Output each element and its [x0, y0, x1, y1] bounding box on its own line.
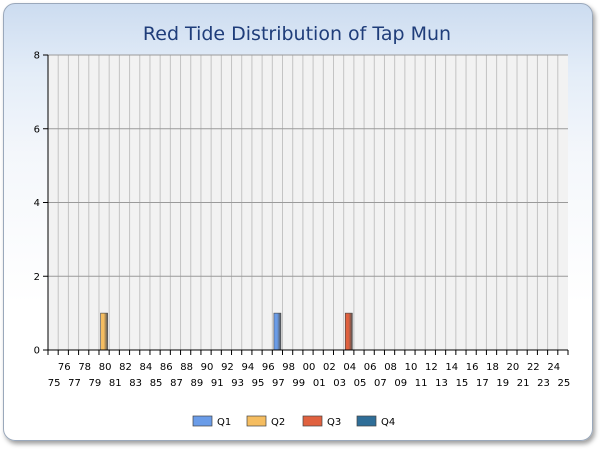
x-tick-label: 06: [364, 362, 377, 373]
x-tick-label: 19: [496, 378, 509, 389]
x-tick-label: 18: [486, 362, 499, 373]
x-tick-label: 24: [547, 362, 560, 373]
legend-item-q4: Q4: [356, 415, 395, 428]
legend-label: Q1: [217, 417, 231, 428]
legend-label: Q2: [271, 417, 285, 428]
legend-label: Q4: [381, 417, 395, 428]
bar-q2-80: [100, 312, 108, 351]
legend-item-q3: Q3: [302, 415, 341, 428]
x-tick-label: 92: [221, 362, 234, 373]
x-tick-label: 78: [78, 362, 91, 373]
x-tick-label: 98: [282, 362, 295, 373]
x-tick-label: 99: [292, 378, 305, 389]
legend-swatch: [356, 415, 377, 427]
y-tick-label: 2: [34, 272, 40, 283]
bar-q1-97: [273, 312, 282, 351]
x-tick-label: 13: [435, 378, 448, 389]
x-tick-label: 82: [119, 362, 132, 373]
x-tick-label: 95: [252, 378, 265, 389]
x-tick-label: 76: [58, 362, 71, 373]
x-tick-label: 08: [384, 362, 397, 373]
x-tick-label: 77: [68, 378, 81, 389]
x-tick-label: 23: [537, 378, 550, 389]
x-tick-label: 21: [517, 378, 530, 389]
legend-item-q2: Q2: [246, 415, 285, 428]
y-tick-label: 8: [34, 51, 40, 62]
x-tick-label: 94: [241, 362, 254, 373]
gridlines: [48, 54, 568, 351]
y-tick-label: 6: [34, 124, 40, 135]
x-tick-label: 75: [48, 378, 61, 389]
x-tick-label: 89: [190, 378, 203, 389]
x-tick-label: 83: [129, 378, 142, 389]
x-tick-label: 91: [211, 378, 224, 389]
legend-swatch: [302, 415, 323, 427]
x-tick-label: 20: [507, 362, 520, 373]
x-tick-label: 93: [231, 378, 244, 389]
x-tick-labels: 75 76 77 78 79 80 81 82 83 84 85 86 87 88 89 90 91 92 93 94…: [48, 362, 571, 389]
x-tick-label: 03: [333, 378, 346, 389]
legend-label: Q3: [327, 417, 341, 428]
chart-title: Red Tide Distribution of Tap Mun: [143, 23, 451, 45]
x-tick-label: 02: [323, 362, 336, 373]
x-tick-label: 04: [343, 362, 356, 373]
x-tick-label: 11: [415, 378, 428, 389]
x-tick-label: 87: [170, 378, 183, 389]
x-tick-label: 05: [354, 378, 367, 389]
x-tick-label: 97: [272, 378, 285, 389]
axes: [43, 54, 569, 355]
x-tick-label: 16: [466, 362, 479, 373]
x-tick-label: 96: [262, 362, 275, 373]
y-tick-label: 0: [34, 346, 40, 357]
x-tick-label: 09: [394, 378, 407, 389]
x-tick-label: 25: [558, 378, 571, 389]
legend-swatch: [246, 415, 267, 427]
legend-item-q1: Q1: [192, 415, 231, 428]
x-tick-label: 14: [445, 362, 458, 373]
legend-swatch: [192, 415, 213, 427]
x-tick-label: 10: [405, 362, 418, 373]
x-tick-label: 79: [89, 378, 102, 389]
x-tick-label: 90: [201, 362, 214, 373]
x-tick-label: 12: [425, 362, 438, 373]
x-tick-label: 80: [99, 362, 112, 373]
x-tick-label: 00: [303, 362, 316, 373]
x-tick-label: 17: [476, 378, 489, 389]
x-tick-label: 15: [456, 378, 469, 389]
x-tick-label: 81: [109, 378, 122, 389]
y-tick-labels: 0 2 4 6 8: [34, 51, 40, 357]
x-tick-label: 88: [180, 362, 193, 373]
x-tick-label: 86: [160, 362, 173, 373]
x-tick-label: 22: [527, 362, 540, 373]
legend: Q1 Q2 Q3 Q4: [192, 415, 395, 428]
bar-q3-04: [344, 312, 353, 351]
x-tick-label: 85: [150, 378, 163, 389]
x-tick-label: 07: [374, 378, 387, 389]
x-tick-label: 84: [139, 362, 152, 373]
y-tick-label: 4: [34, 198, 40, 209]
x-tick-label: 01: [313, 378, 326, 389]
